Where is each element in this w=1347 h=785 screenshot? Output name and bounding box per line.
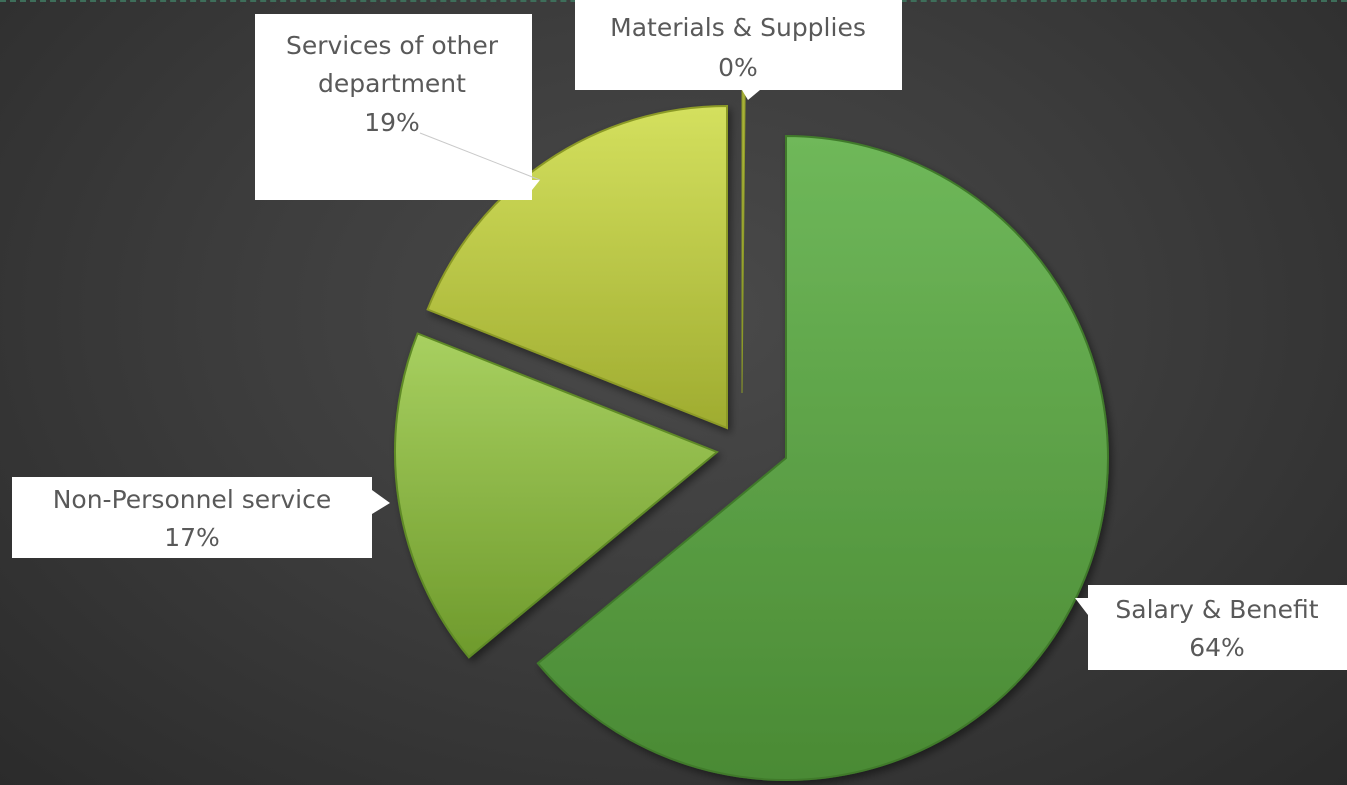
services-label-line2: department <box>318 69 466 98</box>
pie-slice-materials-supplies <box>741 70 746 394</box>
nonpersonnel-label-percent: 17% <box>164 523 220 552</box>
pie-slice-salary-benefit <box>536 134 1109 781</box>
nonpersonnel-label-name: Non-Personnel service <box>53 485 332 514</box>
materials-label-name: Materials & Supplies <box>610 13 866 42</box>
data-label-materials-supplies: Materials & Supplies 0% <box>575 0 902 100</box>
pie-slice-non-personnel-service <box>394 332 719 659</box>
materials-label-percent: 0% <box>718 53 758 82</box>
salary-label-percent: 64% <box>1189 633 1245 662</box>
data-label-services-of-other-department: Services of other department 19% <box>255 14 541 200</box>
salary-label-name: Salary & Benefit <box>1115 595 1318 624</box>
data-label-salary-benefit: Salary & Benefit 64% <box>1075 585 1347 670</box>
data-label-non-personnel-service: Non-Personnel service 17% <box>12 477 390 558</box>
services-label-line1: Services of other <box>286 31 499 60</box>
services-label-percent: 19% <box>364 108 420 137</box>
pie-slice-services-of-other-department <box>426 104 728 430</box>
